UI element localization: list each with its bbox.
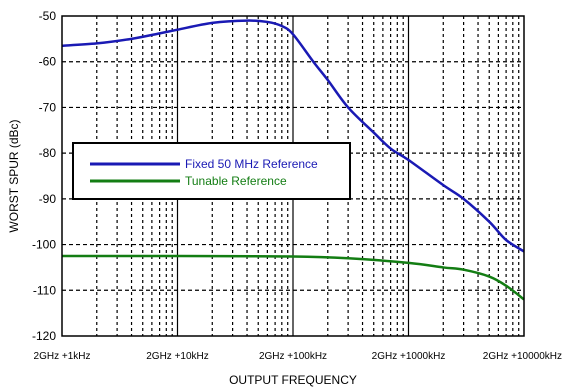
x-tick-label: 2GHz +10kHz [146, 351, 209, 362]
x-tick-labels: 2GHz +1kHz 2GHz +10kHz 2GHz +100kHz 2GHz +1… [34, 351, 562, 362]
series-line-1 [61, 254, 525, 301]
x-tick-label: 2GHz +1kHz [34, 351, 91, 362]
plot-frame [61, 15, 525, 337]
minor-gridlines [62, 16, 524, 336]
legend-label-fixed: Fixed 50 MHz Reference [185, 157, 318, 171]
series-line-0 [61, 19, 525, 253]
y-tick-label: -70 [39, 100, 57, 114]
x-tick-label: 2GHz +100kHz [259, 351, 327, 362]
y-tick-label: -80 [39, 146, 57, 160]
y-tick-label: -110 [33, 283, 56, 297]
legend-label-tunable: Tunable Reference [185, 174, 287, 188]
y-tick-label: -50 [39, 9, 57, 23]
legend-box [72, 142, 351, 200]
y-tick-label: -60 [39, 55, 57, 69]
y-axis-label: WORST SPUR (dBc) [7, 119, 21, 232]
y-tick-labels: -50 -60 -70 -80 -90 -100 -110 -120 [32, 9, 56, 343]
y-tick-label: -90 [39, 192, 57, 206]
y-tick-label: -100 [32, 238, 56, 252]
y-tick-label: -120 [32, 329, 56, 343]
legend: Fixed 50 MHz Reference Tunable Reference [72, 142, 351, 200]
series-layer [61, 19, 525, 301]
x-tick-label: 2GHz +10000kHz [483, 351, 562, 362]
x-tick-label: 2GHz +1000kHz [372, 351, 446, 362]
x-axis-label: OUTPUT FREQUENCY [229, 373, 357, 387]
